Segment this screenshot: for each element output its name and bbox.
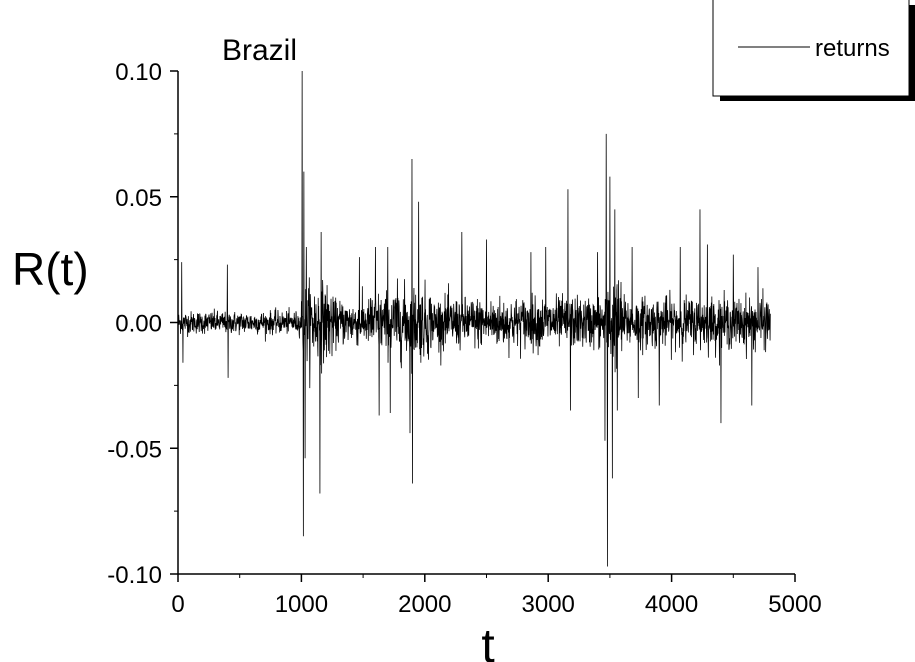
ticks: 0 1000 2000 3000 4000 5000 -0.10 -0.05 0.00 0.05 0… — [107, 59, 821, 618]
x-tick-label: 1000 — [275, 591, 328, 618]
chart-title: Brazil — [222, 34, 297, 67]
legend-box — [712, 0, 910, 97]
y-tick-label: 0.10 — [115, 59, 162, 86]
legend: returns — [712, 0, 915, 101]
legend-label: returns — [815, 35, 890, 62]
x-tick-label: 5000 — [768, 591, 821, 618]
y-axis-label: R(t) — [12, 243, 89, 295]
series-returns-line — [177, 70, 771, 567]
y-tick-label: 0.05 — [115, 185, 162, 212]
x-tick-label: 3000 — [522, 591, 575, 618]
x-tick-label: 4000 — [645, 591, 698, 618]
x-tick-label: 0 — [171, 591, 184, 618]
y-tick-label: 0.00 — [115, 311, 162, 338]
y-tick-label: -0.05 — [107, 436, 162, 463]
y-tick-label: -0.10 — [107, 562, 162, 589]
x-axis-label: t — [481, 620, 494, 662]
x-tick-label: 2000 — [398, 591, 451, 618]
